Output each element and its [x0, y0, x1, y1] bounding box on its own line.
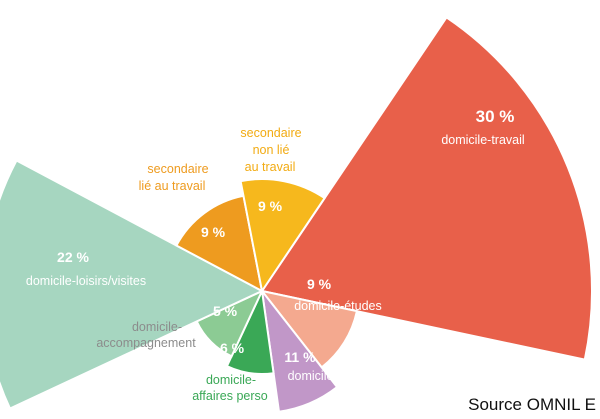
slice-category-label-6-line-1: lié au travail	[139, 179, 206, 193]
slice-percent-label-5: 22 %	[57, 249, 89, 265]
slice-percent-label-1: 9 %	[307, 276, 332, 292]
slice-category-label-4-line-0: domicile-	[132, 320, 182, 334]
slice-category-label-3-line-1: affaires perso	[192, 389, 268, 403]
pie-slice-6	[175, 194, 264, 293]
slice-percent-label-6: 9 %	[201, 224, 226, 240]
slice-category-label-2-line-0: domicile-achats	[288, 369, 375, 383]
slice-category-label-4-line-1: accompagnement	[96, 336, 196, 350]
slice-category-label-6-line-0: secondaire	[147, 162, 208, 176]
slice-category-label-7-line-1: non lié	[253, 143, 290, 157]
pie-slice-2	[260, 287, 339, 413]
slice-category-label-3-line-0: domicile-	[206, 373, 256, 387]
pie-slice-1	[259, 289, 359, 369]
slice-percent-label-7: 9 %	[258, 198, 283, 214]
slice-category-label-1-line-0: domicile-études	[294, 299, 382, 313]
slice-category-label-7-line-0: secondaire	[240, 126, 301, 140]
pie-slice-0	[260, 16, 593, 361]
slice-category-label-0-line-0: domicile-travail	[441, 133, 524, 147]
slice-percent-label-0: 30 %	[476, 107, 515, 126]
source-caption: Source OMNIL E	[468, 395, 596, 414]
pie-slice-3	[225, 287, 275, 375]
slice-category-label-7-line-2: au travail	[245, 160, 296, 174]
pie-slice-5	[0, 159, 265, 410]
slice-percent-label-4: 5 %	[213, 303, 238, 319]
slice-category-label-5-line-0: domicile-loisirs/visites	[26, 274, 146, 288]
slice-percent-label-3: 6 %	[220, 340, 245, 356]
pie-slice-7	[239, 178, 326, 294]
slice-percent-label-2: 11 %	[284, 349, 316, 365]
